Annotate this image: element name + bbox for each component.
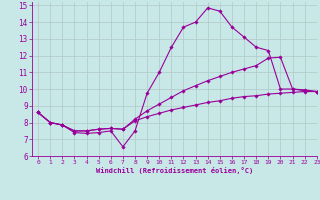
X-axis label: Windchill (Refroidissement éolien,°C): Windchill (Refroidissement éolien,°C) xyxy=(96,167,253,174)
